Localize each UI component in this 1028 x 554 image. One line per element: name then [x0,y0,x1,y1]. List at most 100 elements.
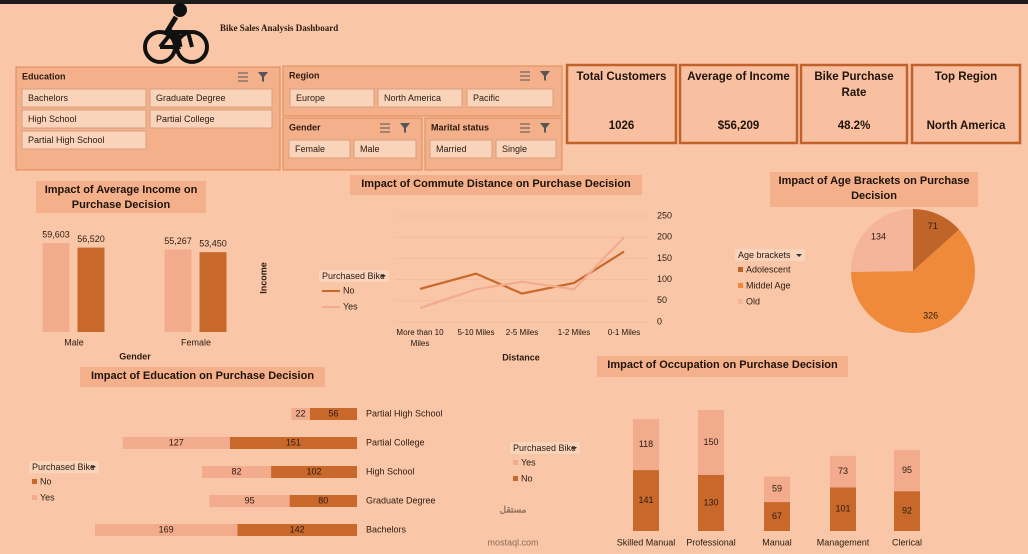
legend-header [29,461,99,473]
value-label: 150 [703,437,718,447]
y-tick-label: 50 [657,295,667,305]
bar-segment [229,437,357,449]
slicer-item-label: Female [295,144,325,154]
bar-segment [894,491,920,531]
x-axis-label: Gender [119,351,151,361]
slicer-item-label: Partial High School [28,135,105,145]
value-label: 59 [772,484,782,494]
value-label: 101 [835,504,850,514]
chart-title: Impact of Average Income on Purchase Dec… [44,184,198,211]
value-label: 67 [772,511,782,521]
kpi-label: Average of Income [687,71,790,83]
slicer-item[interactable] [21,88,147,108]
legend-swatch [738,283,743,288]
slicer-item[interactable] [21,109,147,129]
slicer-item-label: Graduate Degree [156,93,226,103]
slicer-item[interactable] [21,130,147,150]
slicer-item-label: High School [28,114,77,124]
y-tick-label: 150 [657,253,672,263]
value-label: 82 [232,466,242,476]
kpi-card [799,63,909,145]
legend-swatch [738,267,743,272]
slicer-item[interactable] [377,88,463,108]
x-tick-label: 0-1 Miles [607,328,641,337]
slicer-item[interactable] [429,139,493,159]
kpi-card [910,63,1022,145]
value-label: 95 [245,495,255,505]
bar-segment [633,470,659,531]
y-tick-label: Graduate Degree [366,495,436,505]
slicer-title: Education [22,71,66,81]
clear-filter-icon [400,123,410,133]
slicer-item[interactable] [495,139,557,159]
value-label: 95 [902,465,912,475]
slicer-item[interactable] [353,139,417,159]
top-bar [0,0,1028,4]
watermark-url: mostaql.com [487,537,538,547]
bar-segment [95,524,238,536]
legend-title: Purchased Bike [322,271,385,281]
kpi-label: Top Region [934,71,998,83]
chart-title-box [597,356,848,377]
x-tick-label: Female [181,337,211,347]
slicer-item[interactable] [466,88,554,108]
slicer-item[interactable] [149,88,273,108]
chart-title-box [80,367,325,387]
bar-segment [271,466,357,478]
value-label: 130 [703,497,718,507]
legend-header [735,249,805,261]
legend-swatch [32,479,37,484]
y-tick-label: 0 [657,316,662,326]
value-label: 56 [328,408,338,418]
legend-label: No [40,476,52,486]
kpi-value: $56,209 [717,120,760,132]
slicer-item[interactable] [149,109,273,129]
bar-segment [633,419,659,471]
chart-title: Impact of Age Brackets on Purchase Decis… [778,175,970,202]
value-label: 118 [639,439,653,449]
slicer-item[interactable] [288,139,351,159]
legend-dropdown [380,275,386,278]
value-label: 92 [902,505,912,515]
slicer-item[interactable] [289,88,375,108]
value-label: 169 [159,524,174,534]
multi-select-icon [520,123,530,133]
legend-header [319,270,389,282]
slicer-item-label: Pacific [473,93,500,103]
y-tick-label: 100 [657,274,672,284]
y-tick-label: 250 [657,210,672,220]
chart-title-box [36,181,206,213]
legend-label: Yes [40,492,55,502]
chart-title: Impact of Occupation on Purchase Decisio… [607,359,838,371]
bike-icon [143,3,209,64]
legend-label: No [343,285,355,295]
bar-segment [201,466,272,478]
slicer-item-label: Partial College [156,114,215,124]
value-label: 55,267 [164,236,192,246]
bar-segment [698,410,724,475]
bar [42,243,70,332]
legend-label: Old [746,296,760,306]
x-tick-label: Clerical [892,537,922,547]
x-tick-label: 2-5 Miles [505,328,539,337]
slicer-title: Gender [289,122,321,132]
x-tick-label: Male [64,337,84,347]
y-tick-label: 200 [657,232,672,242]
chart-title-box [770,172,978,207]
legend-header [510,442,580,454]
chart-title-box [350,175,642,195]
bar-segment [894,450,920,492]
bar [164,249,192,332]
slicer-item-label: Male [360,144,380,154]
value-label: 53,450 [199,239,227,249]
bar-segment [291,408,310,420]
multi-select-icon [520,71,530,81]
multi-select-icon [380,123,390,133]
legend-label: Yes [521,457,536,467]
pie-slice [850,209,913,272]
legend-label: Yes [343,301,358,311]
watermark-logo: مستقل [500,504,527,514]
clear-filter-icon [540,123,550,133]
value-label: 73 [838,466,848,476]
